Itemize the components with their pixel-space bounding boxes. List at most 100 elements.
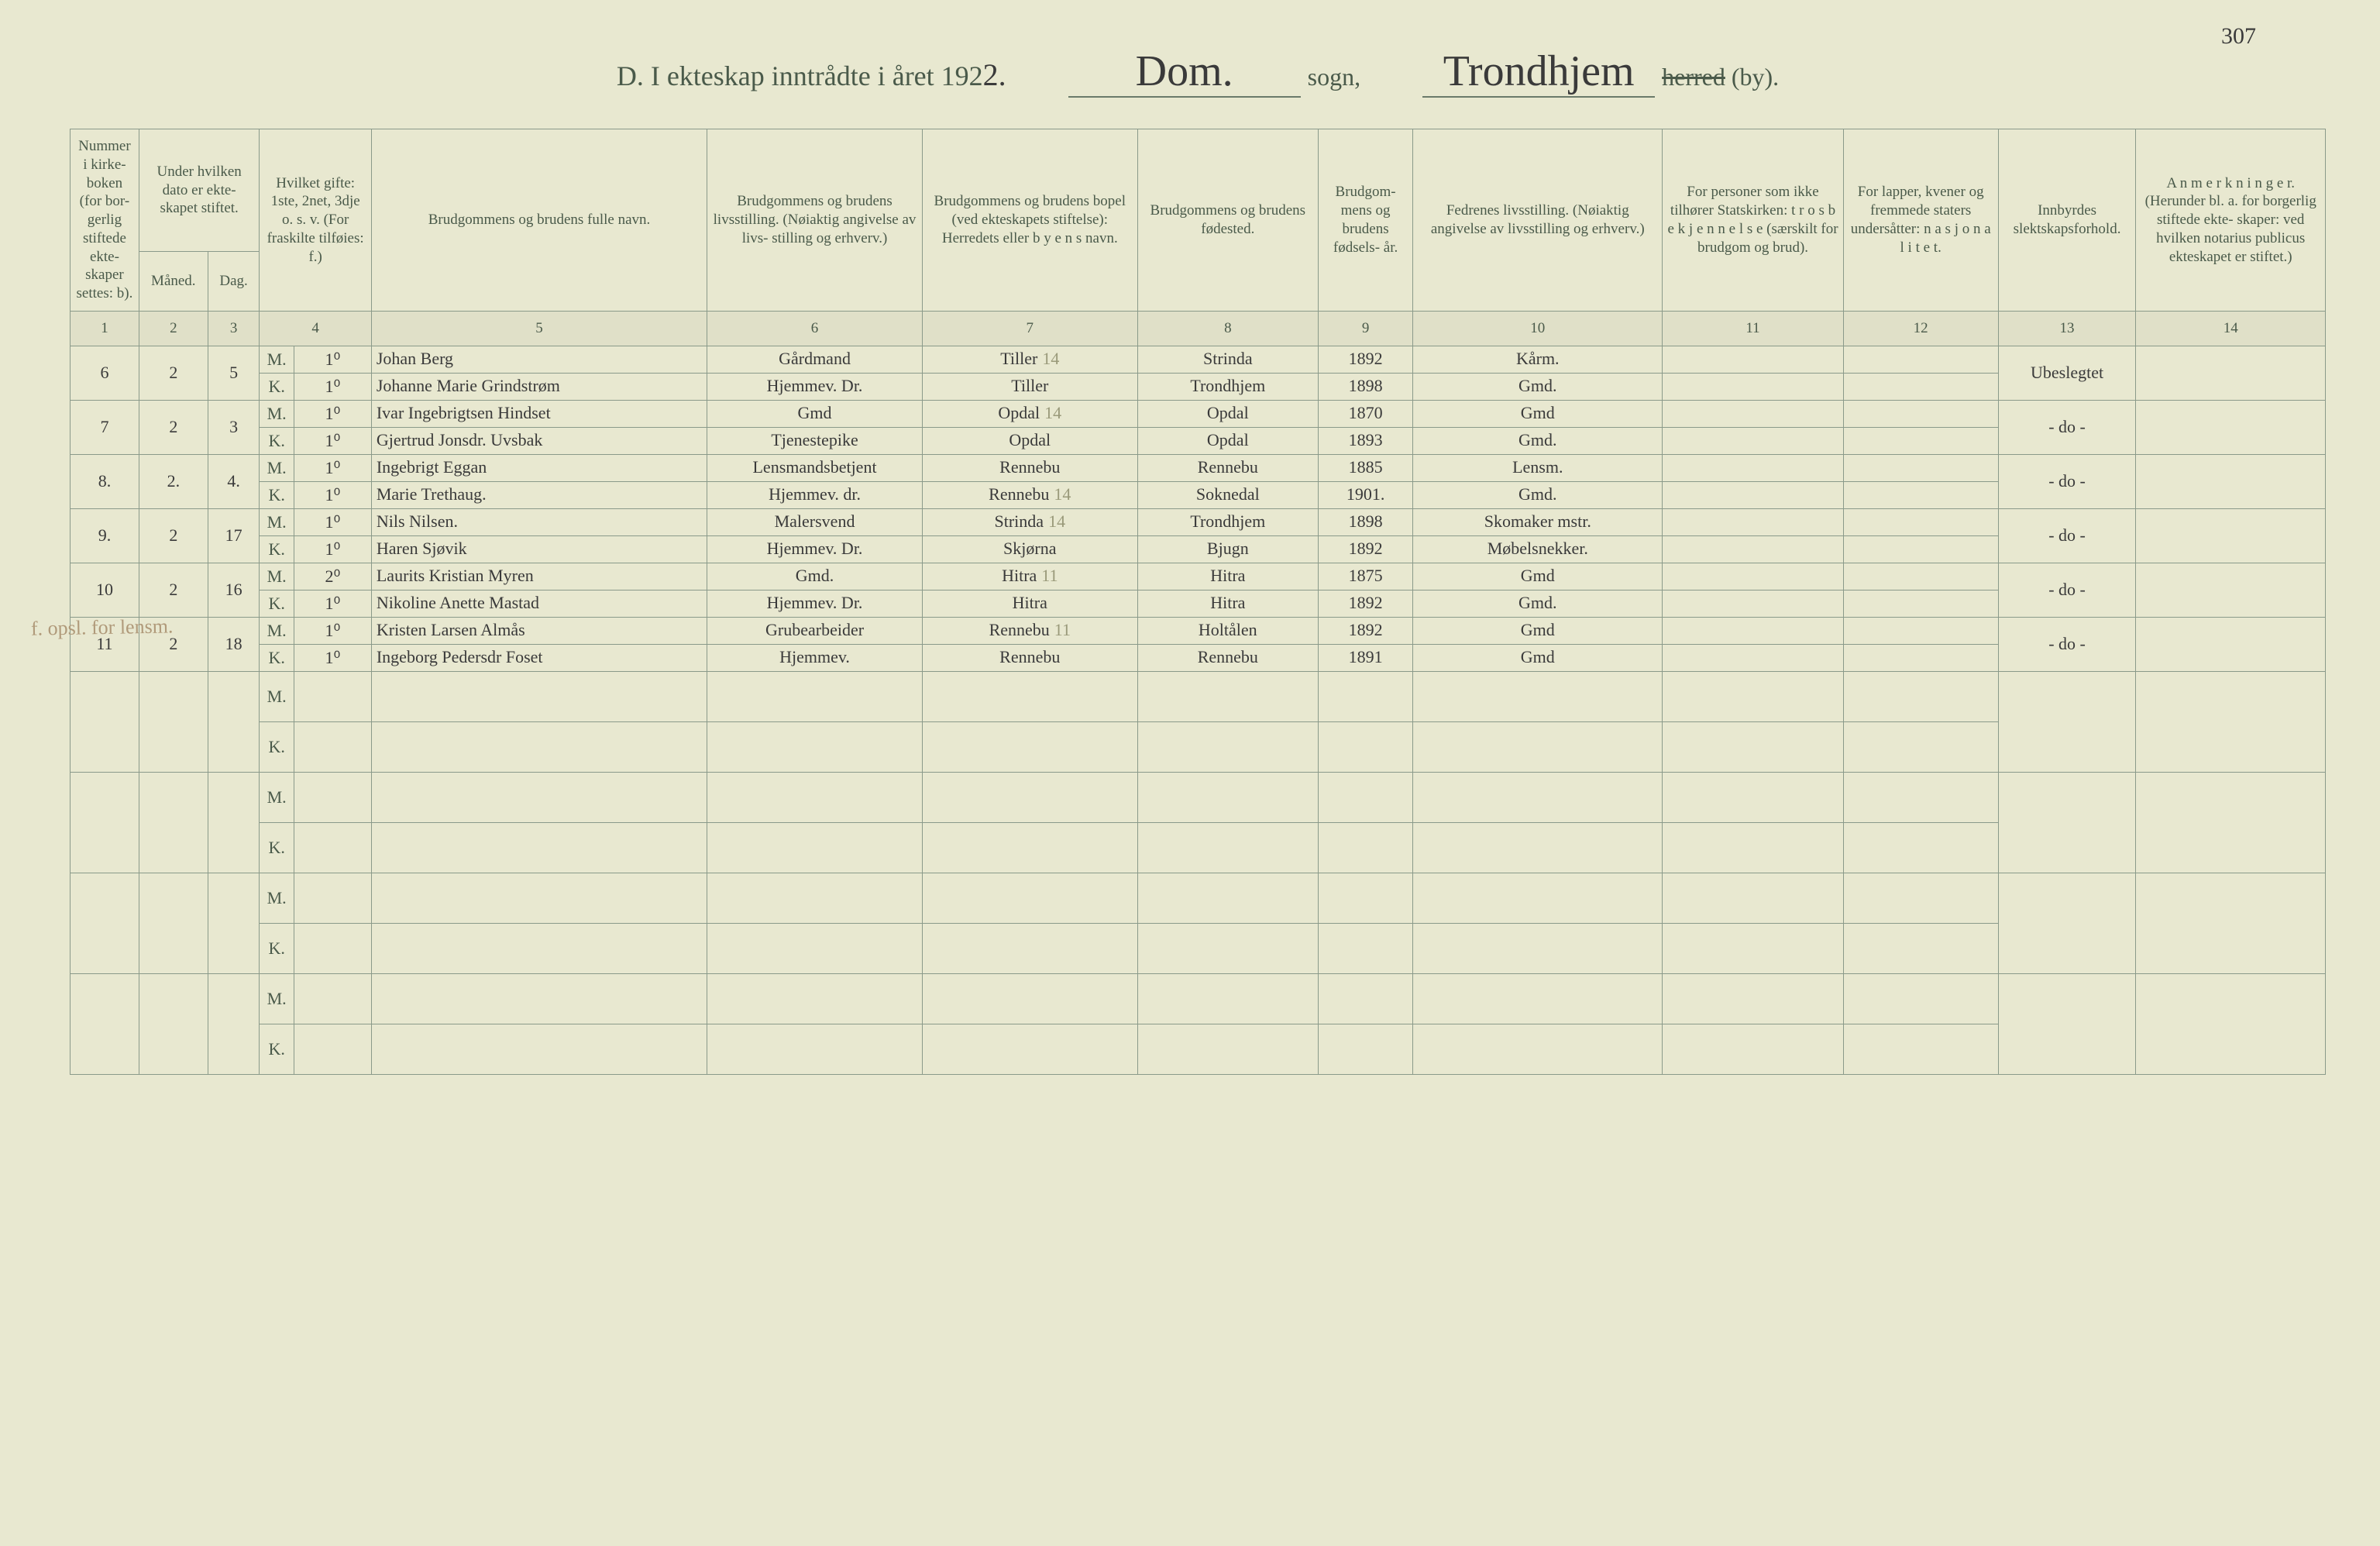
empty-row: K. <box>71 721 2326 772</box>
bopel-k-text: Rennebu <box>999 647 1060 666</box>
empty-cell <box>1137 873 1318 923</box>
slekt: Ubeslegtet <box>1998 346 2136 400</box>
empty-row: M. <box>71 873 2326 923</box>
name-m: Laurits Kristian Myren <box>371 563 707 590</box>
nasj-k <box>1843 427 1998 454</box>
aar-k: 1898 <box>1318 373 1412 400</box>
empty-cell <box>707 721 923 772</box>
colnum: 11 <box>1663 311 1843 346</box>
gifte-m: 1⁰ <box>294 454 371 481</box>
mk-label-m: M. <box>260 400 294 427</box>
slekt <box>1998 772 2136 873</box>
nasj-m <box>1843 454 1998 481</box>
empty-cell <box>1413 671 1663 721</box>
aar-m: 1885 <box>1318 454 1412 481</box>
herred-strike: herred <box>1662 63 1725 91</box>
liv-m: Grubearbeider <box>707 617 923 644</box>
gifte-k: 1⁰ <box>294 590 371 617</box>
gifte-m: 1⁰ <box>294 508 371 535</box>
anm <box>2136 973 2326 1074</box>
liv-m: Gmd <box>707 400 923 427</box>
name-m: Ingebrigt Eggan <box>371 454 707 481</box>
bopel-m-text: Tiller <box>1000 349 1037 368</box>
gifte-m: 1⁰ <box>294 400 371 427</box>
anm <box>2136 617 2326 671</box>
liv-k: Hjemmev. Dr. <box>707 535 923 563</box>
entry-month: 2 <box>139 400 208 454</box>
nasj-m <box>1843 617 1998 644</box>
empty-cell <box>707 873 923 923</box>
name-k: Johanne Marie Grindstrøm <box>371 373 707 400</box>
empty-cell <box>922 1024 1137 1074</box>
bopel-k: Hitra <box>922 590 1137 617</box>
mk-label-k: K. <box>260 923 294 973</box>
aar-m: 1898 <box>1318 508 1412 535</box>
gifte-k: 1⁰ <box>294 427 371 454</box>
empty-cell <box>294 822 371 873</box>
entry-row-m: 11218M.1⁰Kristen Larsen AlmåsGrubearbeid… <box>71 617 2326 644</box>
empty-cell <box>1663 973 1843 1024</box>
empty-cell <box>1318 973 1412 1024</box>
empty-cell <box>1137 721 1318 772</box>
empty-cell <box>294 671 371 721</box>
gifte-k: 1⁰ <box>294 535 371 563</box>
empty-cell <box>1413 923 1663 973</box>
empty-cell <box>294 923 371 973</box>
table-body: 625M.1⁰Johan BergGårdmandTiller14Strinda… <box>71 346 2326 1074</box>
entry-month: 2. <box>139 454 208 508</box>
fedr-m: Gmd <box>1413 563 1663 590</box>
bopel-m-text: Rennebu <box>999 457 1060 477</box>
entry-row-m: 9.217M.1⁰Nils Nilsen.MalersvendStrinda14… <box>71 508 2326 535</box>
aar-m: 1875 <box>1318 563 1412 590</box>
entry-number: 10 <box>71 563 139 617</box>
empty-cell <box>1413 1024 1663 1074</box>
slekt <box>1998 873 2136 973</box>
entry-month: 2 <box>139 346 208 400</box>
empty-cell <box>1413 973 1663 1024</box>
register-table: Nummer i kirke- boken (for bor- gerlig s… <box>70 129 2326 1075</box>
fod-m: Rennebu <box>1137 454 1318 481</box>
bopel-m: Opdal14 <box>922 400 1137 427</box>
empty-cell <box>1137 671 1318 721</box>
col-h2a: Under hvilken dato er ekte- skapet stift… <box>139 129 260 252</box>
entry-day <box>208 973 260 1074</box>
entry-number: 9. <box>71 508 139 563</box>
slekt <box>1998 671 2136 772</box>
name-m: Ivar Ingebrigtsen Hindset <box>371 400 707 427</box>
stats-m <box>1663 346 1843 373</box>
fod-m: Hitra <box>1137 563 1318 590</box>
empty-cell <box>1843 772 1998 822</box>
anm <box>2136 563 2326 617</box>
entry-number: 8. <box>71 454 139 508</box>
entry-number: 6 <box>71 346 139 400</box>
mk-label-m: M. <box>260 671 294 721</box>
bopel-ref: 14 <box>1042 349 1059 368</box>
nasj-k <box>1843 644 1998 671</box>
gifte-k: 1⁰ <box>294 481 371 508</box>
fedr-m: Skomaker mstr. <box>1413 508 1663 535</box>
bopel-m-text: Strinda <box>995 511 1044 531</box>
bopel-m-text: Opdal <box>998 403 1040 422</box>
liv-k: Hjemmev. Dr. <box>707 373 923 400</box>
aar-k: 1892 <box>1318 590 1412 617</box>
col-h11: For personer som ikke tilhører Statskirk… <box>1663 129 1843 312</box>
empty-cell <box>1843 973 1998 1024</box>
entry-number: 7 <box>71 400 139 454</box>
slekt: - do - <box>1998 400 2136 454</box>
gifte-m: 1⁰ <box>294 346 371 373</box>
empty-row: K. <box>71 822 2326 873</box>
name-k: Haren Sjøvik <box>371 535 707 563</box>
slekt <box>1998 973 2136 1074</box>
empty-cell <box>371 1024 707 1074</box>
entry-day <box>208 772 260 873</box>
empty-cell <box>294 873 371 923</box>
colnum: 7 <box>922 311 1137 346</box>
empty-cell <box>707 822 923 873</box>
mk-label-k: K. <box>260 590 294 617</box>
entry-number <box>71 671 139 772</box>
slekt: - do - <box>1998 563 2136 617</box>
col-h9: Brudgom- mens og brudens fødsels- år. <box>1318 129 1412 312</box>
header-title: D. I ekteskap inntrådte i året 1922. <box>617 57 1006 93</box>
colnum: 6 <box>707 311 923 346</box>
table-head: Nummer i kirke- boken (for bor- gerlig s… <box>71 129 2326 346</box>
